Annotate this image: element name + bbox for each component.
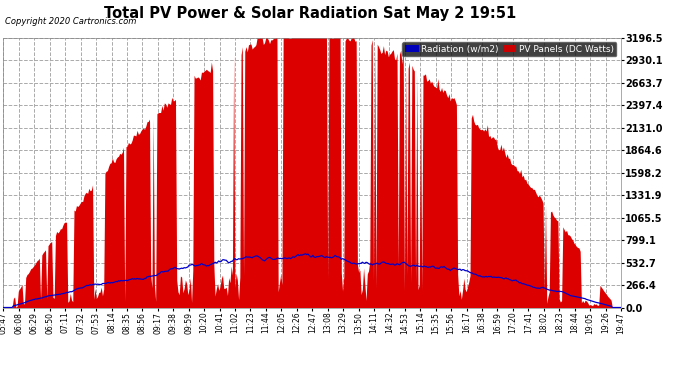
Legend: Radiation (w/m2), PV Panels (DC Watts): Radiation (w/m2), PV Panels (DC Watts) xyxy=(402,42,616,56)
Text: Copyright 2020 Cartronics.com: Copyright 2020 Cartronics.com xyxy=(5,17,136,26)
Text: Total PV Power & Solar Radiation Sat May 2 19:51: Total PV Power & Solar Radiation Sat May… xyxy=(104,6,517,21)
